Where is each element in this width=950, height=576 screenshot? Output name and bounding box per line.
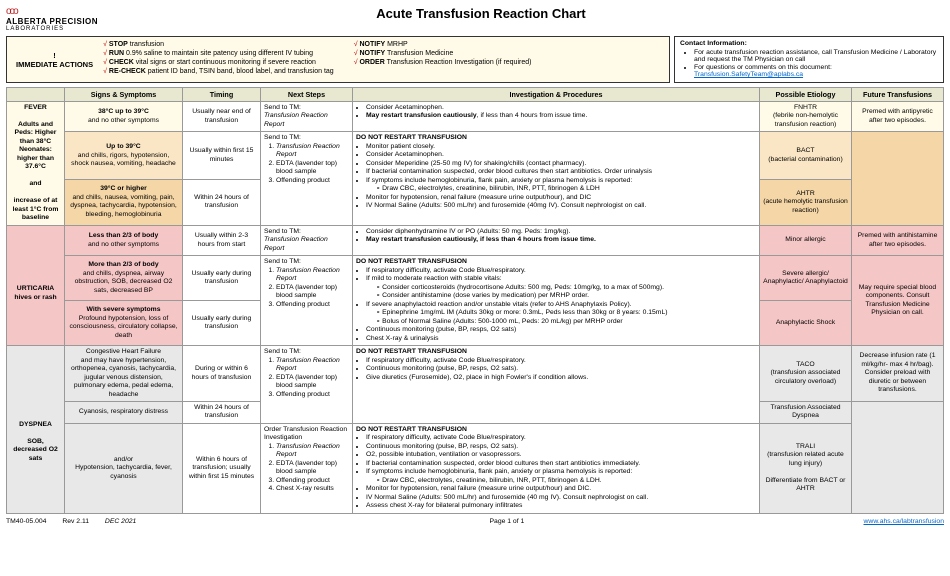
urt-r1-eti: Minor allergic [760,225,852,255]
urt-r23-next: Send to TM:Transfusion Reaction ReportED… [261,256,353,346]
footer: TM40-05.004 Rev 2.11 DEC 2021 Page 1 of … [6,518,944,525]
fever-label: FEVER Adults and Peds: Higher than 38°CN… [7,102,65,226]
footer-page: Page 1 of 1 [490,518,525,525]
logo-dots: ooo [6,6,98,17]
dys-r12-next: Send to TM:Transfusion Reaction ReportED… [261,346,353,424]
fever-r1-inv: Consider Acetaminophen.May restart trans… [353,102,760,132]
fever-r1-fut: Premed with antipyretic after two episod… [852,102,944,132]
dys-r2-sym: Cyanosis, respiratory distress [65,401,183,423]
dys-r1-sym: Congestive Heart Failureand may have hyp… [65,346,183,402]
dys-r3-next: Order Transfusion Reaction Investigation… [261,423,353,513]
th-eti: Possible Etiology [760,88,852,102]
contact-item: For questions or comments on this docume… [694,64,938,78]
fever-r23-next: Send to TM:Transfusion Reaction ReportED… [261,132,353,225]
urt-r1-sym: Less than 2/3 of bodyand no other sympto… [65,225,183,255]
th-timing: Timing [183,88,261,102]
urt-r23-fut: May require special blood components. Co… [852,256,944,346]
th-next: Next Steps [261,88,353,102]
dys-r3-inv: DO NOT RESTART TRANSFUSION If respirator… [353,423,760,513]
dys-r1-fut: Decrease infusion rate (1 ml/kg/hr- max … [852,346,944,402]
fever-r1-eti: FNHTR(febrile non-hemolytic transfusion … [760,102,852,132]
dyspnea-label: DYSPNEASOB, decreased O2 sats [7,346,65,514]
dys-r2-eti: Transfusion Associated Dyspnea [760,401,852,423]
footer-url[interactable]: www.ahs.ca/labtransfusion [864,518,944,525]
contact-box: Contact Information: For acute transfusi… [674,36,944,83]
footer-rev: Rev 2.11 [62,518,89,525]
dys-r2-timing: Within 24 hours of transfusion [183,401,261,423]
th-inv: Investigation & Procedures [353,88,760,102]
footer-date: DEC 2021 [105,518,136,525]
urt-r1-inv: Consider diphenhydramine IV or PO (Adult… [353,225,760,255]
actions-col1: √ STOP transfusion √ RUN 0.9% saline to … [103,40,334,79]
urt-r3-timing: Usually early during transfusion [183,301,261,346]
fever-r3-timing: Within 24 hours of transfusion [183,180,261,226]
dys-r3-timing: Within 6 hours of transfusion; usually w… [183,423,261,513]
fever-r1-timing: Usually near end of transfusion [183,102,261,132]
action-item: √ CHECK vital signs or start continuous … [103,58,334,67]
fever-r2-timing: Usually within first 15 minutes [183,132,261,180]
footer-doc: TM40-05.004 [6,518,46,525]
actions-label: !IMMEDIATE ACTIONS [12,51,97,69]
fever-r23-fut [852,132,944,225]
dys-r12-inv: DO NOT RESTART TRANSFUSION If respirator… [353,346,760,424]
th-signs: Signs & Symptoms [65,88,183,102]
dys-r1-eti: TACO(transfusion associated circulatory … [760,346,852,402]
fever-r23-inv: DO NOT RESTART TRANSFUSION Monitor patie… [353,132,760,225]
fever-r1-next: Send to TM:Transfusion Reaction Report [261,102,353,132]
dys-r3-eti: TRALI(transfusion related acute lung inj… [760,423,852,513]
actions-col2: √ NOTIFY MRHP √ NOTIFY Transfusion Medic… [354,40,532,79]
th-fut: Future Transfusions [852,88,944,102]
contact-link[interactable]: Transfusion.SafetyTeam@aplabs.ca [694,71,803,78]
reaction-chart-table: Signs & Symptoms Timing Next Steps Inves… [6,87,944,514]
urt-r2-sym: More than 2/3 of bodyand chills, dyspnea… [65,256,183,301]
header: ooo ALBERTA PRECISION LABORATORIES Acute… [6,6,944,32]
fever-r3-sym: 39°C or higherand chills, nausea, vomiti… [65,180,183,226]
urticaria-label: URTICARIAhives or rash [7,225,65,345]
logo: ooo ALBERTA PRECISION LABORATORIES [6,6,98,32]
fever-r2-sym: Up to 39°Cand chills, rigors, hypotensio… [65,132,183,180]
logo-name: ALBERTA PRECISION [6,17,98,26]
th-blank [7,88,65,102]
page-title: Acute Transfusion Reaction Chart [98,6,864,21]
action-item: √ RE-CHECK patient ID band, TSIN band, b… [103,67,334,76]
urt-r23-inv: DO NOT RESTART TRANSFUSION If respirator… [353,256,760,346]
urt-r3-eti: Anaphylactic Shock [760,301,852,346]
urt-r2-eti: Severe allergic/ Anaphylactic/ Anaphylac… [760,256,852,301]
fever-r1-sym: 38°C up to 39°Cand no other symptoms [65,102,183,132]
dys-r23-fut [852,401,944,513]
logo-sub: LABORATORIES [6,26,98,32]
urt-r1-fut: Premed with antihistamine after two epis… [852,225,944,255]
action-item: √ NOTIFY MRHP [354,40,532,49]
action-item: √ STOP transfusion [103,40,334,49]
urt-r2-timing: Usually early during transfusion [183,256,261,301]
contact-item: For acute transfusion reaction assistanc… [694,49,938,63]
urt-r1-next: Send to TM:Transfusion Reaction Report [261,225,353,255]
action-item: √ NOTIFY Transfusion Medicine [354,49,532,58]
dys-r3-sym: and/orHypotension, tachycardia, fever, c… [65,423,183,513]
immediate-actions-box: !IMMEDIATE ACTIONS √ STOP transfusion √ … [6,36,670,83]
fever-r3-eti: AHTR(acute hemolytic transfusion reactio… [760,180,852,226]
action-item: √ RUN 0.9% saline to maintain site paten… [103,49,334,58]
contact-heading: Contact Information: [680,40,747,47]
fever-r2-eti: BACT(bacterial contamination) [760,132,852,180]
urt-r1-timing: Usually within 2-3 hours from start [183,225,261,255]
top-boxes: !IMMEDIATE ACTIONS √ STOP transfusion √ … [6,36,944,83]
urt-r3-sym: With severe symptomsProfound hypotension… [65,301,183,346]
action-item: √ ORDER Transfusion Reaction Investigati… [354,58,532,67]
dys-r1-timing: During or within 6 hours of transfusion [183,346,261,402]
